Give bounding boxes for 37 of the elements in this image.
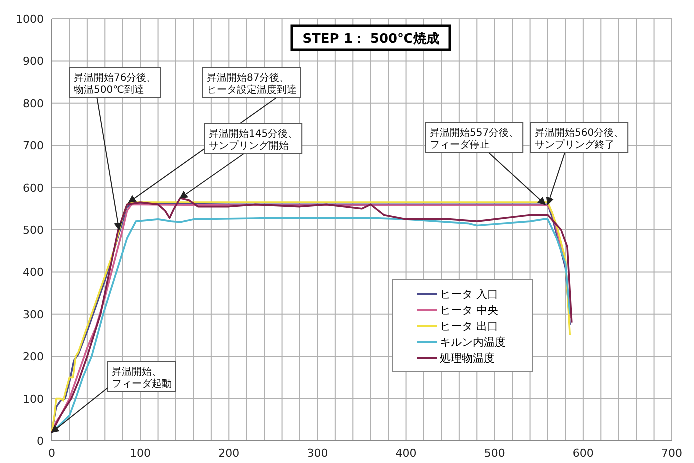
title: STEP 1： 500℃焼成 bbox=[290, 24, 452, 52]
x-tick-label: 400 bbox=[396, 447, 417, 460]
legend-label: ヒータ 入口 bbox=[440, 288, 498, 301]
annotation: 昇温開始560分後、サンプリング終了 bbox=[530, 122, 629, 154]
legend-label: ヒータ 出口 bbox=[440, 320, 498, 333]
y-tick-label: 200 bbox=[23, 350, 44, 364]
x-tick-label: 600 bbox=[572, 447, 594, 460]
annotation: 昇温開始76分後、物温500℃到達 bbox=[70, 68, 162, 98]
y-tick-label: 0 bbox=[37, 435, 44, 448]
annotation: 昇温開始87分後、ヒータ設定温度到達 bbox=[202, 68, 302, 98]
y-tick-label: 900 bbox=[23, 55, 44, 68]
y-tick-label: 1000 bbox=[16, 13, 44, 26]
x-tick-label: 200 bbox=[218, 447, 240, 460]
x-tick-label: 700 bbox=[662, 447, 682, 460]
y-tick-label: 300 bbox=[23, 308, 44, 322]
annotation: 昇温開始145分後、サンプリング開始 bbox=[204, 124, 303, 154]
annotation: 昇温開始、フィーダ起動 bbox=[112, 366, 172, 390]
annotation: 昇温開始560分後、サンプリング終了 bbox=[535, 127, 624, 151]
x-tick-label: 500 bbox=[484, 447, 506, 460]
x-tick-label: 300 bbox=[307, 447, 328, 460]
legend-label: キルン内温度 bbox=[440, 336, 506, 349]
y-tick-label: 400 bbox=[23, 266, 44, 280]
y-tick-label: 100 bbox=[23, 392, 44, 406]
x-tick-label: 0 bbox=[48, 447, 56, 460]
annotation: 昇温開始557分後、フィーダ停止 bbox=[426, 122, 524, 154]
annotation: 昇温開始557分後、フィーダ停止 bbox=[430, 127, 520, 151]
legend-label: ヒータ 中央 bbox=[440, 304, 498, 317]
y-tick-label: 500 bbox=[23, 224, 44, 237]
annotation: 昇温開始、フィーダ起動 bbox=[108, 362, 176, 392]
y-tick-label: 800 bbox=[23, 97, 44, 110]
annotation: 昇温開始87分後、ヒータ設定温度到達 bbox=[207, 72, 297, 96]
legend-label: 処理物温度 bbox=[440, 352, 495, 365]
y-tick-label: 600 bbox=[23, 182, 44, 195]
y-tick-label: 700 bbox=[23, 140, 44, 153]
annotation: 昇温開始145分後、サンプリング開始 bbox=[209, 128, 298, 152]
x-tick-label: 100 bbox=[130, 447, 152, 460]
annotation: 昇温開始76分後、物温500℃到達 bbox=[74, 72, 157, 96]
